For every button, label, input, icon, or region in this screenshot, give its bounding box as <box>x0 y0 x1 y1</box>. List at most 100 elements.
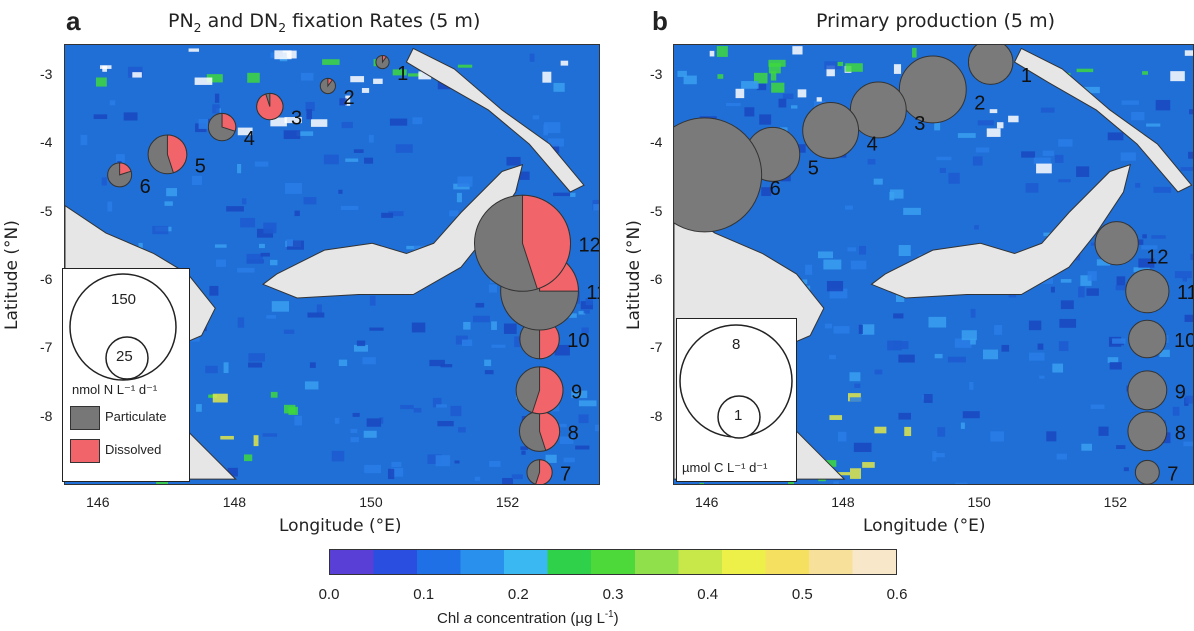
station-label-b-12: 12 <box>1146 246 1168 268</box>
colorbar-tick: 0.3 <box>602 586 624 603</box>
x-tick-b: 148 <box>831 494 855 510</box>
station-label-b-8: 8 <box>1175 422 1186 444</box>
station-label-b-9: 9 <box>1175 381 1186 403</box>
x-tick-a: 146 <box>86 494 110 510</box>
station-bubble-1 <box>967 45 1014 85</box>
legend-big-value-b: 8 <box>732 336 741 353</box>
station-label-b-1: 1 <box>1021 65 1032 87</box>
map-panel-b: 123456789101112 <box>673 44 1194 485</box>
station-label-2: 2 <box>343 87 354 109</box>
station-bubble-9 <box>1127 370 1168 411</box>
y-tick-b: -6 <box>650 270 663 287</box>
station-label-11: 11 <box>586 282 600 304</box>
colorbar-tick: 0.5 <box>791 586 813 603</box>
station-label-12: 12 <box>578 234 600 256</box>
station-pie-3 <box>256 92 284 121</box>
station-label-b-4: 4 <box>867 133 878 155</box>
x-tick-b: 152 <box>1103 494 1128 510</box>
station-label-b-5: 5 <box>808 157 819 179</box>
panel-a-title: PN2 and DN2 fixation Rates (5 m) <box>168 10 481 35</box>
x-tick-b: 146 <box>695 494 719 510</box>
station-bubble-3 <box>849 81 907 139</box>
x-axis-label-a: Longitude (°E) <box>279 516 402 536</box>
station-dissolved-slice-6 <box>119 162 132 176</box>
land-island-new-britain <box>262 163 524 299</box>
legend-panel-a: 150 25 nmol N L⁻¹ d⁻¹ Particulate Dissol… <box>62 268 190 482</box>
station-label-10: 10 <box>567 330 589 352</box>
station-pie-12 <box>473 194 571 292</box>
legend-unit: nmol N L⁻¹ d⁻¹ <box>72 382 158 397</box>
station-label-5: 5 <box>195 155 206 177</box>
colorbar <box>329 549 897 575</box>
colorbar-tick: 0.6 <box>886 586 908 603</box>
station-label-9: 9 <box>571 381 582 403</box>
station-bubble-6 <box>674 117 763 233</box>
y-tick-a: -4 <box>40 134 53 151</box>
station-dissolved-slice-7 <box>535 459 553 484</box>
station-pie-9 <box>515 366 564 415</box>
station-bubble-12 <box>1094 221 1139 266</box>
y-tick-b: -7 <box>650 339 663 356</box>
station-bubble-7 <box>1134 459 1160 484</box>
legend-circle-25 <box>105 336 149 380</box>
station-label-b-2: 2 <box>974 92 985 114</box>
station-bubble-2 <box>898 55 967 124</box>
colorbar-tick: 0.4 <box>697 586 719 603</box>
colorbar-tick: 0.1 <box>413 586 435 603</box>
x-tick-b: 150 <box>967 494 991 510</box>
station-label-b-10: 10 <box>1174 330 1194 352</box>
legend-label-dissolved: Dissolved <box>105 442 162 457</box>
station-pie-6 <box>107 162 133 188</box>
station-dissolved-slice-3 <box>256 92 284 121</box>
colorbar-tick: 0.0 <box>318 586 340 603</box>
y-tick-b: -4 <box>650 134 663 151</box>
y-axis-label-b: Latitude (°N) <box>624 220 644 330</box>
panel-a-letter: a <box>66 6 81 36</box>
station-label-b-11: 11 <box>1177 282 1194 304</box>
legend-circle-1 <box>717 395 761 439</box>
station-label-b-3: 3 <box>914 113 925 135</box>
legend-swatch-particulate <box>70 406 100 430</box>
panel-b-letter: b <box>652 6 668 36</box>
station-label-6: 6 <box>140 176 151 198</box>
station-label-8: 8 <box>568 422 579 444</box>
station-bubble-8 <box>1127 411 1168 452</box>
x-axis-label-b: Longitude (°E) <box>863 516 986 536</box>
station-label-4: 4 <box>244 128 255 150</box>
y-tick-b: -5 <box>650 202 663 219</box>
station-label-3: 3 <box>291 108 302 130</box>
x-tick-a: 148 <box>222 494 247 510</box>
x-tick-a: 152 <box>495 494 520 510</box>
legend-panel-b: 8 1 µmol C L⁻¹ d⁻¹ <box>676 318 797 482</box>
station-dissolved-slice-2 <box>327 77 334 88</box>
station-bubble-4 <box>802 102 860 159</box>
station-dissolved-slice-12 <box>521 194 571 290</box>
station-label-1: 1 <box>397 63 408 85</box>
station-label-7: 7 <box>560 463 571 485</box>
legend-swatch-dissolved <box>70 439 100 463</box>
land-new-ireland <box>405 47 585 193</box>
y-tick-a: -5 <box>40 202 53 219</box>
legend-big-value: 150 <box>111 291 137 308</box>
station-pie-7 <box>526 459 553 484</box>
station-pie-8 <box>518 410 561 452</box>
station-pie-2 <box>319 77 336 95</box>
map-panel-a: 123456789101112 <box>64 44 600 485</box>
legend-circle-150 <box>69 273 177 381</box>
station-label-b-7: 7 <box>1167 463 1178 485</box>
legend-label-particulate: Particulate <box>105 409 167 424</box>
station-pie-1 <box>375 55 390 70</box>
legend-small-value-b: 1 <box>734 407 743 424</box>
colorbar-tick: 0.2 <box>507 586 529 603</box>
y-tick-a: -3 <box>40 65 53 82</box>
panel-b-title: Primary production (5 m) <box>816 10 1055 32</box>
land-new-ireland <box>1013 47 1193 193</box>
legend-unit-b: µmol C L⁻¹ d⁻¹ <box>682 460 768 475</box>
station-bubble-10 <box>1128 319 1167 359</box>
y-tick-b: -8 <box>650 407 663 424</box>
station-label-b-6: 6 <box>770 178 781 200</box>
station-pie-5 <box>147 134 188 175</box>
legend-small-value: 25 <box>116 348 133 365</box>
x-tick-a: 150 <box>359 494 383 510</box>
y-tick-b: -3 <box>650 65 663 82</box>
